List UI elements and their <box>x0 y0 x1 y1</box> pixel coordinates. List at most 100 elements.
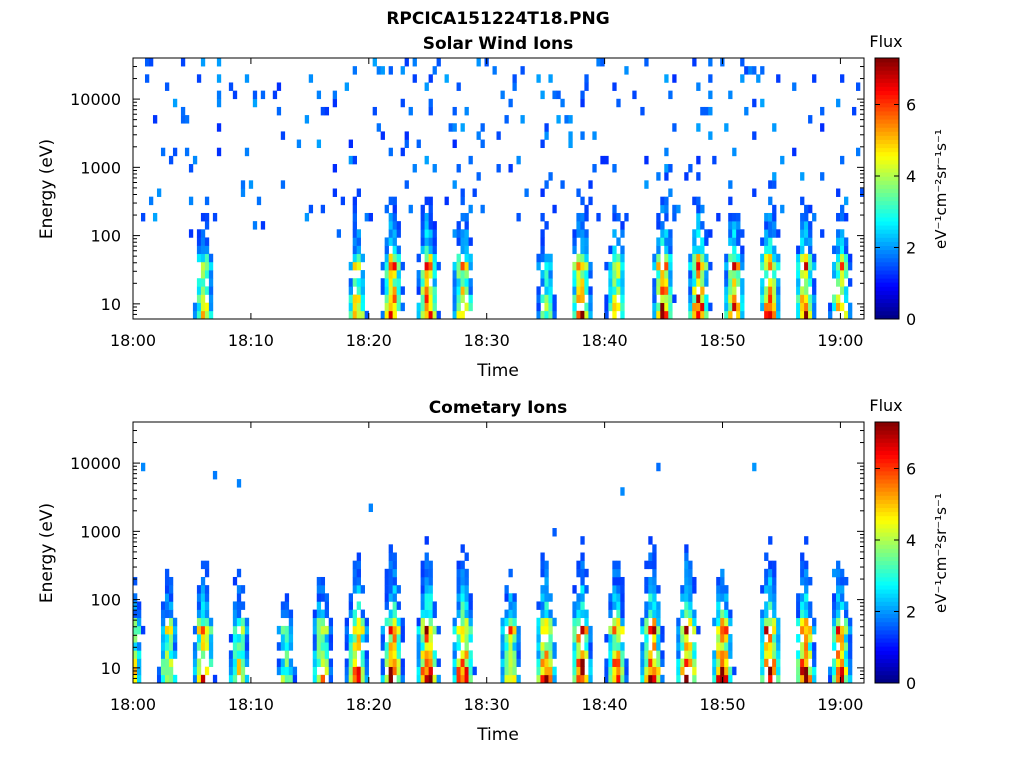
spectrogram-cell <box>548 617 553 627</box>
spectrogram-cell <box>544 302 549 312</box>
spectrogram-cell <box>508 593 513 602</box>
colorbar-step <box>875 159 899 165</box>
spectrogram-cell <box>692 576 697 586</box>
spectrogram-cell <box>804 237 809 246</box>
spectrogram-cell <box>684 625 689 635</box>
spectrogram-cell <box>392 286 397 295</box>
spectrogram-cell <box>668 270 673 279</box>
spectrogram-cell <box>832 261 837 271</box>
spectrogram-cell <box>416 625 421 635</box>
spectrogram-cell <box>644 658 649 667</box>
spectrogram-cell <box>388 302 393 312</box>
spectrogram-cell <box>572 634 577 643</box>
spectrogram-cell <box>200 58 206 67</box>
spectrogram-cell <box>804 617 809 627</box>
spectrogram-cell <box>728 221 733 230</box>
spectrogram-cell <box>620 261 625 271</box>
spectrogram-cell <box>776 674 781 684</box>
spectrogram-cell <box>380 286 385 295</box>
spectrogram-cell <box>656 278 661 287</box>
spectrogram-cell <box>460 261 465 271</box>
spectrogram-cell <box>424 593 429 602</box>
spectrogram-cell <box>580 560 585 570</box>
spectrogram-cell <box>232 658 238 667</box>
spectrogram-cell <box>252 221 258 230</box>
spectrogram-cell <box>584 585 589 594</box>
colorbar-step <box>875 556 899 562</box>
spectrogram-cell <box>316 593 322 602</box>
spectrogram-cell <box>536 642 541 651</box>
spectrogram-cell <box>708 74 713 83</box>
spectrogram-cell <box>200 270 206 279</box>
spectrogram-cell <box>392 650 397 659</box>
spectrogram-cell <box>232 642 238 651</box>
spectrogram-cell <box>724 270 729 279</box>
spectrogram-cell <box>800 560 805 570</box>
spectrogram-cell <box>456 221 461 230</box>
spectrogram-cell <box>284 658 290 667</box>
colorbar-step <box>875 601 899 606</box>
spectrogram-cell <box>732 237 737 246</box>
spectrogram-cell <box>504 585 509 594</box>
spectrogram-cell <box>840 74 845 83</box>
spectrogram-cell <box>252 90 258 100</box>
colorbar-title: Flux <box>869 32 902 51</box>
spectrogram-cell <box>356 229 361 238</box>
spectrogram-cell <box>420 560 425 570</box>
spectrogram-cell <box>424 237 429 246</box>
spectrogram-cell <box>796 245 801 255</box>
spectrogram-cell <box>772 585 777 594</box>
spectrogram-cell <box>772 253 777 263</box>
spectrogram-cell <box>584 674 589 684</box>
spectrogram-cell <box>776 294 781 303</box>
spectrogram-cell <box>356 261 361 271</box>
spectrogram-cell <box>460 237 465 246</box>
spectrogram-cell <box>808 261 813 271</box>
spectrogram-cell <box>460 188 465 197</box>
spectrogram-cell <box>428 286 433 295</box>
spectrogram-cell <box>236 585 242 594</box>
spectrogram-cell <box>536 617 541 627</box>
spectrogram-cell <box>392 310 397 320</box>
spectrogram-cell <box>588 261 593 271</box>
spectrogram-cell <box>312 634 318 643</box>
colorbar-step <box>875 678 899 684</box>
colorbar-tick-label: 4 <box>906 167 916 186</box>
spectrogram-cell <box>392 204 397 214</box>
spectrogram-cell <box>684 642 689 651</box>
spectrogram-cell <box>700 261 705 271</box>
spectrogram-cell <box>796 609 801 619</box>
spectrogram-cell <box>344 666 349 676</box>
spectrogram-cell <box>196 310 202 320</box>
spectrogram-cell <box>400 674 405 684</box>
spectrogram-cell <box>196 278 202 287</box>
spectrogram-cell <box>236 479 242 488</box>
spectrogram-cell <box>168 650 174 659</box>
spectrogram-cell <box>352 155 357 165</box>
spectrogram-cell <box>352 204 357 214</box>
spectrogram-cell <box>172 642 178 651</box>
spectrogram-cell <box>572 674 577 684</box>
spectrogram-cell <box>360 278 365 287</box>
colorbar-step <box>875 552 899 557</box>
spectrogram-cell <box>676 625 681 635</box>
spectrogram-cell <box>576 221 581 230</box>
spectrogram-cell <box>684 560 689 570</box>
spectrogram-cell <box>324 609 330 619</box>
spectrogram-cell <box>796 286 801 295</box>
spectrogram-cell <box>648 560 653 570</box>
spectrogram-cell <box>800 286 805 295</box>
spectrogram-cell <box>612 302 617 312</box>
spectrogram-cell <box>424 302 429 312</box>
spectrogram-cell <box>848 261 853 271</box>
spectrogram-cell <box>724 634 729 643</box>
spectrogram-cell <box>572 270 577 279</box>
x-axis-label: Time <box>476 361 519 381</box>
spectrogram-cell <box>348 650 353 659</box>
spectrogram-cell <box>580 536 585 545</box>
spectrogram-cell <box>844 196 849 206</box>
spectrogram-cell <box>584 642 589 651</box>
spectrogram-cell <box>168 593 174 602</box>
spectrogram-cell <box>208 642 214 651</box>
spectrogram-cell <box>536 294 541 303</box>
